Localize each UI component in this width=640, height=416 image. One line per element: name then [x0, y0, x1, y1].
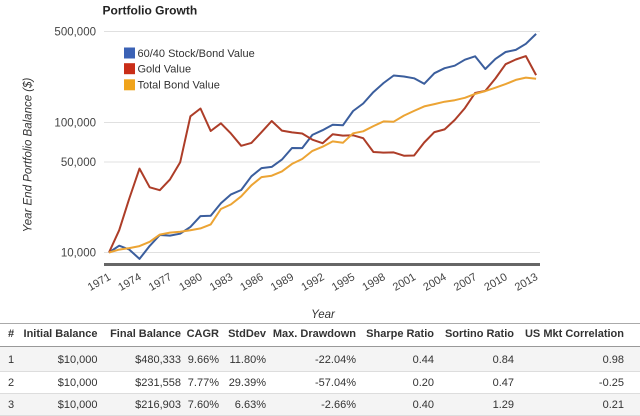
svg-text:60/40 Stock/Bond Value: 60/40 Stock/Bond Value	[138, 48, 255, 60]
svg-text:2007: 2007	[452, 271, 479, 294]
svg-text:Total Bond Value: Total Bond Value	[138, 80, 220, 92]
svg-text:2013: 2013	[513, 271, 540, 294]
svg-text:500,000: 500,000	[54, 27, 96, 39]
svg-text:1998: 1998	[360, 271, 387, 294]
svg-text:1974: 1974	[116, 271, 143, 294]
svg-text:Gold Value: Gold Value	[138, 64, 192, 76]
svg-text:1980: 1980	[177, 271, 204, 294]
svg-text:1989: 1989	[269, 271, 296, 294]
svg-text:50,000: 50,000	[61, 157, 96, 169]
svg-text:10,000: 10,000	[61, 248, 96, 260]
svg-text:1986: 1986	[238, 271, 265, 294]
svg-text:2001: 2001	[391, 271, 418, 294]
svg-text:1977: 1977	[147, 271, 174, 294]
svg-text:2010: 2010	[482, 271, 509, 294]
svg-text:1971: 1971	[86, 271, 113, 294]
svg-text:Portfolio Growth: Portfolio Growth	[103, 4, 198, 18]
svg-text:Year: Year	[311, 309, 336, 321]
svg-text:Year End Portfolio Balance ($): Year End Portfolio Balance ($)	[23, 77, 35, 232]
svg-text:1995: 1995	[330, 271, 357, 294]
svg-text:1992: 1992	[299, 271, 326, 294]
svg-text:2004: 2004	[421, 271, 448, 294]
svg-text:100,000: 100,000	[54, 118, 96, 130]
svg-text:1983: 1983	[208, 271, 235, 294]
